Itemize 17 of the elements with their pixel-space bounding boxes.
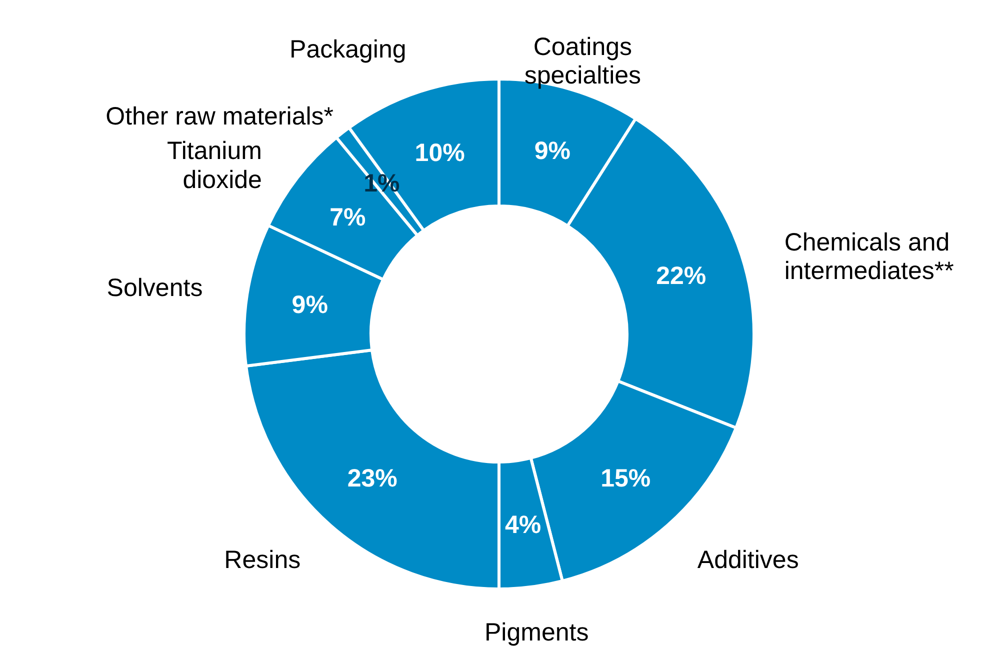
slice-label: Coatings specialties [524, 32, 642, 90]
data-label: 10% [414, 138, 465, 167]
data-label: 7% [330, 204, 366, 232]
slice-label: Additives [697, 546, 799, 574]
slice-label: Other raw materials* [106, 102, 334, 131]
data-label: 9% [292, 291, 328, 320]
slice-label: Titanium dioxide [167, 137, 262, 194]
data-label: 22% [656, 262, 706, 290]
slice-label: Solvents [106, 274, 203, 302]
slice-label: Packaging [290, 36, 406, 64]
slice-label: Resins [224, 546, 301, 574]
slice-label: Chemicals and intermediates** [784, 228, 954, 286]
slice-label: Pigments [484, 618, 589, 647]
data-label: 23% [347, 464, 398, 493]
data-label: 4% [504, 510, 542, 539]
data-label: 15% [600, 464, 651, 493]
data-label: 9% [534, 137, 570, 166]
